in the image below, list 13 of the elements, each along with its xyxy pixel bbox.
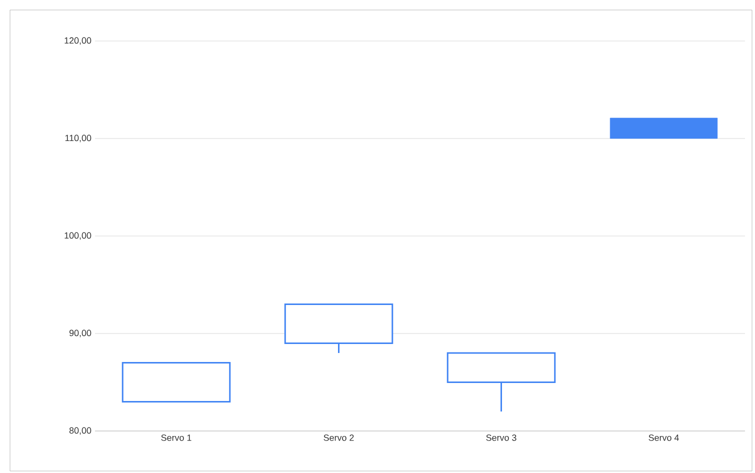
y-tick-label: 90,00 [69,330,92,338]
x-tick-label: Servo 1 [161,434,192,441]
x-tick-label: Servo 2 [324,434,354,441]
x-tick-label: Servo 3 [486,434,516,441]
x-tick-label: Servo 4 [648,434,679,441]
y-tick-label: 120,00 [64,37,92,45]
candlestick [122,362,231,402]
candlestick [610,118,718,139]
y-tick-label: 110,00 [65,134,92,142]
candlestick [284,303,394,354]
candlestick [446,352,556,412]
y-tick-label: 100,00 [64,232,92,240]
y-tick-label: 80,00 [69,427,92,435]
